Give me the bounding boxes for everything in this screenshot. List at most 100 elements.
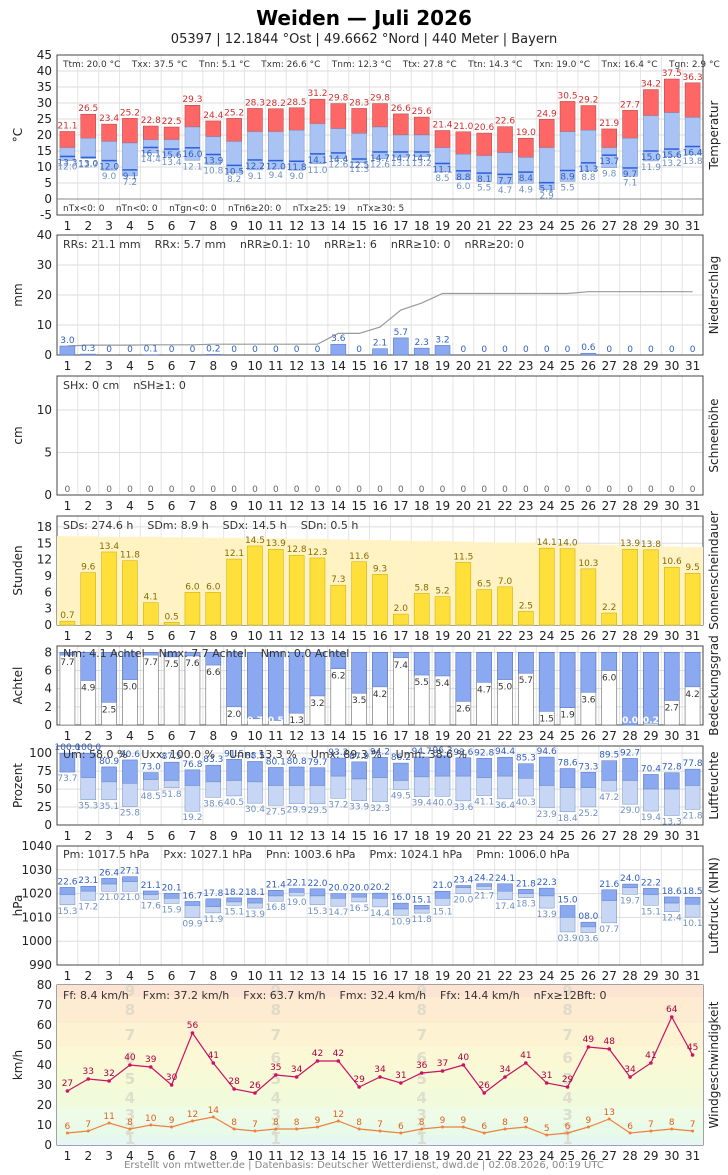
luftdruck-min-value: 03.6 — [578, 935, 598, 945]
sun-bar — [268, 548, 284, 626]
snow-value: 0 — [85, 485, 91, 495]
x-tick-label: 18 — [414, 499, 429, 513]
x-tick-label: 21 — [477, 219, 492, 233]
x-tick-label: 9 — [230, 729, 238, 743]
luftfeuchte-min-value: 29.5 — [307, 806, 327, 816]
x-tick-label: 3 — [105, 969, 113, 983]
y-tick-label: 5 — [44, 446, 52, 460]
luftfeuchte-upper-bar — [663, 772, 680, 790]
luftdruck-upper-bar — [393, 902, 409, 910]
precip-value: 0 — [356, 345, 362, 355]
y-tick-label: 50 — [37, 1038, 52, 1052]
stats-text: RRs: 21.1 mm RRx: 5.7 mm nRR≥0.1: 10 nRR… — [63, 238, 524, 251]
luftfeuchte-min-value: 21.8 — [683, 811, 703, 821]
luftdruck-upper-bar — [163, 893, 180, 899]
x-tick-label: 10 — [247, 499, 262, 513]
tmax-value: 29.2 — [578, 96, 598, 106]
sun-value: 2.5 — [519, 601, 533, 611]
x-tick-label: 3 — [105, 359, 113, 373]
luftfeuchte-lower-bar — [309, 785, 326, 805]
y-tick-label: 3 — [44, 602, 52, 616]
luftfeuchte-min-value: 38.6 — [203, 799, 223, 809]
x-tick-label: 22 — [497, 359, 512, 373]
wind-max-point — [607, 1047, 612, 1051]
wind-max-value: 37 — [437, 1059, 448, 1069]
x-tick-label: 23 — [518, 499, 533, 513]
x-tick-label: 9 — [230, 829, 238, 843]
wind-max-value: 34 — [624, 1065, 636, 1075]
y-axis-label: °C — [11, 128, 25, 142]
tmin-bar — [476, 155, 492, 182]
sun-value: 6.0 — [185, 582, 200, 592]
tmin-bar — [538, 147, 555, 190]
wind-max-value: 36 — [416, 1061, 428, 1071]
wind-mean-value: 6 — [398, 1122, 404, 1132]
cloud-bar — [393, 652, 409, 659]
luftdruck-max-value: 21.1 — [141, 881, 161, 891]
luftdruck-max-value: 15.0 — [558, 896, 578, 906]
tmax-bar — [372, 103, 388, 128]
cloud-value: 6.0 — [602, 674, 617, 684]
luftdruck-lower-bar — [559, 917, 576, 933]
x-tick-label: 14 — [331, 729, 346, 743]
x-tick-label: 29 — [643, 499, 658, 513]
tmin-value: 13.1 — [391, 159, 411, 169]
sun-value: 10.6 — [662, 557, 682, 567]
x-tick-label: 9 — [230, 219, 238, 233]
luftfeuchte-max-value: 87.5 — [162, 752, 182, 762]
luftdruck-max-value: 20.0 — [328, 884, 348, 894]
x-tick-label: 26 — [581, 499, 596, 513]
sun-bar — [309, 557, 326, 626]
luftfeuchte-lower-bar — [601, 780, 617, 792]
tmittel-value: 16.0 — [182, 150, 202, 160]
tmax-value: 25.2 — [224, 108, 244, 118]
y-tick-label: 30 — [37, 1078, 52, 1092]
luftdruck-max-value: 18.5 — [683, 887, 703, 897]
tmin-bar — [268, 131, 284, 170]
luftfeuchte-lower-bar — [497, 775, 513, 800]
x-tick-label: 17 — [393, 969, 408, 983]
tmin-value: 13.2 — [412, 159, 432, 169]
x-tick-label: 18 — [414, 729, 429, 743]
snow-value: 0 — [544, 485, 550, 495]
luftdruck-max-value: 22.2 — [641, 878, 661, 888]
wind-max-point — [315, 1059, 320, 1063]
x-tick-label: 22 — [497, 829, 512, 843]
wind-mean-value: 8 — [356, 1118, 362, 1128]
luftdruck-min-value: 21.0 — [120, 893, 140, 903]
beaufort-number: 9 — [125, 982, 135, 1000]
tmin-bar — [184, 126, 201, 161]
tmin-value: 11.0 — [307, 166, 327, 176]
sun-bar — [143, 602, 159, 626]
stats-text: Ff: 8.4 km/h Fxm: 37.2 km/h Fxx: 63.7 km… — [63, 989, 606, 1002]
tmax-value: 22.6 — [495, 117, 515, 127]
luftfeuchte-max-value: 93.2 — [328, 748, 348, 758]
luftfeuchte-max-value: 88.5 — [245, 751, 265, 761]
precip-value: 0 — [460, 345, 466, 355]
luftfeuchte-max-value: 77.8 — [683, 759, 703, 769]
x-tick-label: 3 — [105, 629, 113, 643]
luftdruck-max-value: 21.0 — [432, 881, 452, 891]
x-tick-label: 4 — [126, 629, 134, 643]
x-tick-label: 17 — [393, 1149, 408, 1163]
sun-possible-bg — [515, 542, 537, 625]
beaufort-number: 6 — [416, 1049, 426, 1067]
panel-title: Windgeschwindigkeit — [707, 1001, 721, 1128]
luftfeuchte-max-value: 92.8 — [474, 748, 494, 758]
cloud-bar — [268, 652, 284, 721]
cloud-bar — [559, 652, 576, 708]
x-tick-label: 22 — [497, 629, 512, 643]
wind-max-point — [274, 1073, 278, 1077]
luftdruck-lower-bar — [330, 898, 347, 907]
luftfeuchte-min-value: 40.5 — [224, 798, 244, 808]
tmax-value: 25.6 — [412, 107, 432, 117]
tmax-bar — [622, 110, 638, 139]
luftdruck-lower-bar — [351, 896, 367, 903]
luftdruck-max-value: 24.0 — [620, 874, 640, 884]
cloud-bar — [80, 652, 97, 681]
wind-mean-value: 8 — [273, 1118, 279, 1128]
tmin-bar — [122, 142, 138, 177]
luftdruck-upper-bar — [59, 887, 76, 896]
tmin-bar — [80, 137, 97, 159]
luftfeuchte-max-value: 91.5 — [224, 749, 244, 759]
